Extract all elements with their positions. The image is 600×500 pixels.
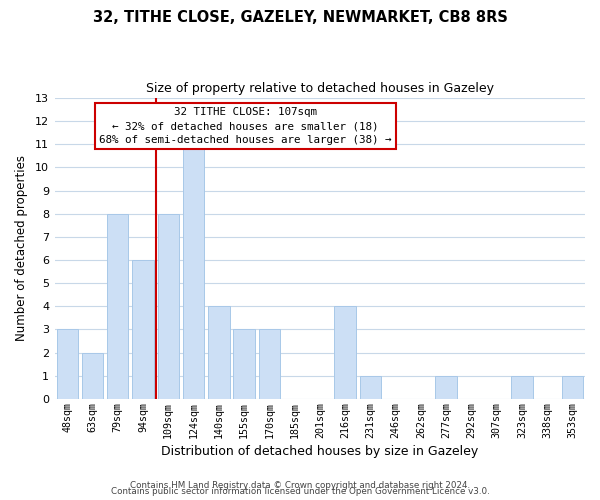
Bar <box>158 214 179 399</box>
Bar <box>436 376 457 399</box>
Bar <box>183 144 204 399</box>
Bar <box>208 306 230 399</box>
Title: Size of property relative to detached houses in Gazeley: Size of property relative to detached ho… <box>146 82 494 96</box>
Bar <box>56 330 78 399</box>
Bar <box>359 376 381 399</box>
Text: Contains public sector information licensed under the Open Government Licence v3: Contains public sector information licen… <box>110 487 490 496</box>
Bar <box>259 330 280 399</box>
Text: 32, TITHE CLOSE, GAZELEY, NEWMARKET, CB8 8RS: 32, TITHE CLOSE, GAZELEY, NEWMARKET, CB8… <box>92 10 508 25</box>
Text: 32 TITHE CLOSE: 107sqm
← 32% of detached houses are smaller (18)
68% of semi-det: 32 TITHE CLOSE: 107sqm ← 32% of detached… <box>100 107 392 145</box>
Bar <box>334 306 356 399</box>
Bar <box>107 214 128 399</box>
Y-axis label: Number of detached properties: Number of detached properties <box>15 156 28 342</box>
X-axis label: Distribution of detached houses by size in Gazeley: Distribution of detached houses by size … <box>161 444 478 458</box>
Bar <box>82 352 103 399</box>
Text: Contains HM Land Registry data © Crown copyright and database right 2024.: Contains HM Land Registry data © Crown c… <box>130 481 470 490</box>
Bar <box>233 330 255 399</box>
Bar <box>132 260 154 399</box>
Bar <box>562 376 583 399</box>
Bar <box>511 376 533 399</box>
